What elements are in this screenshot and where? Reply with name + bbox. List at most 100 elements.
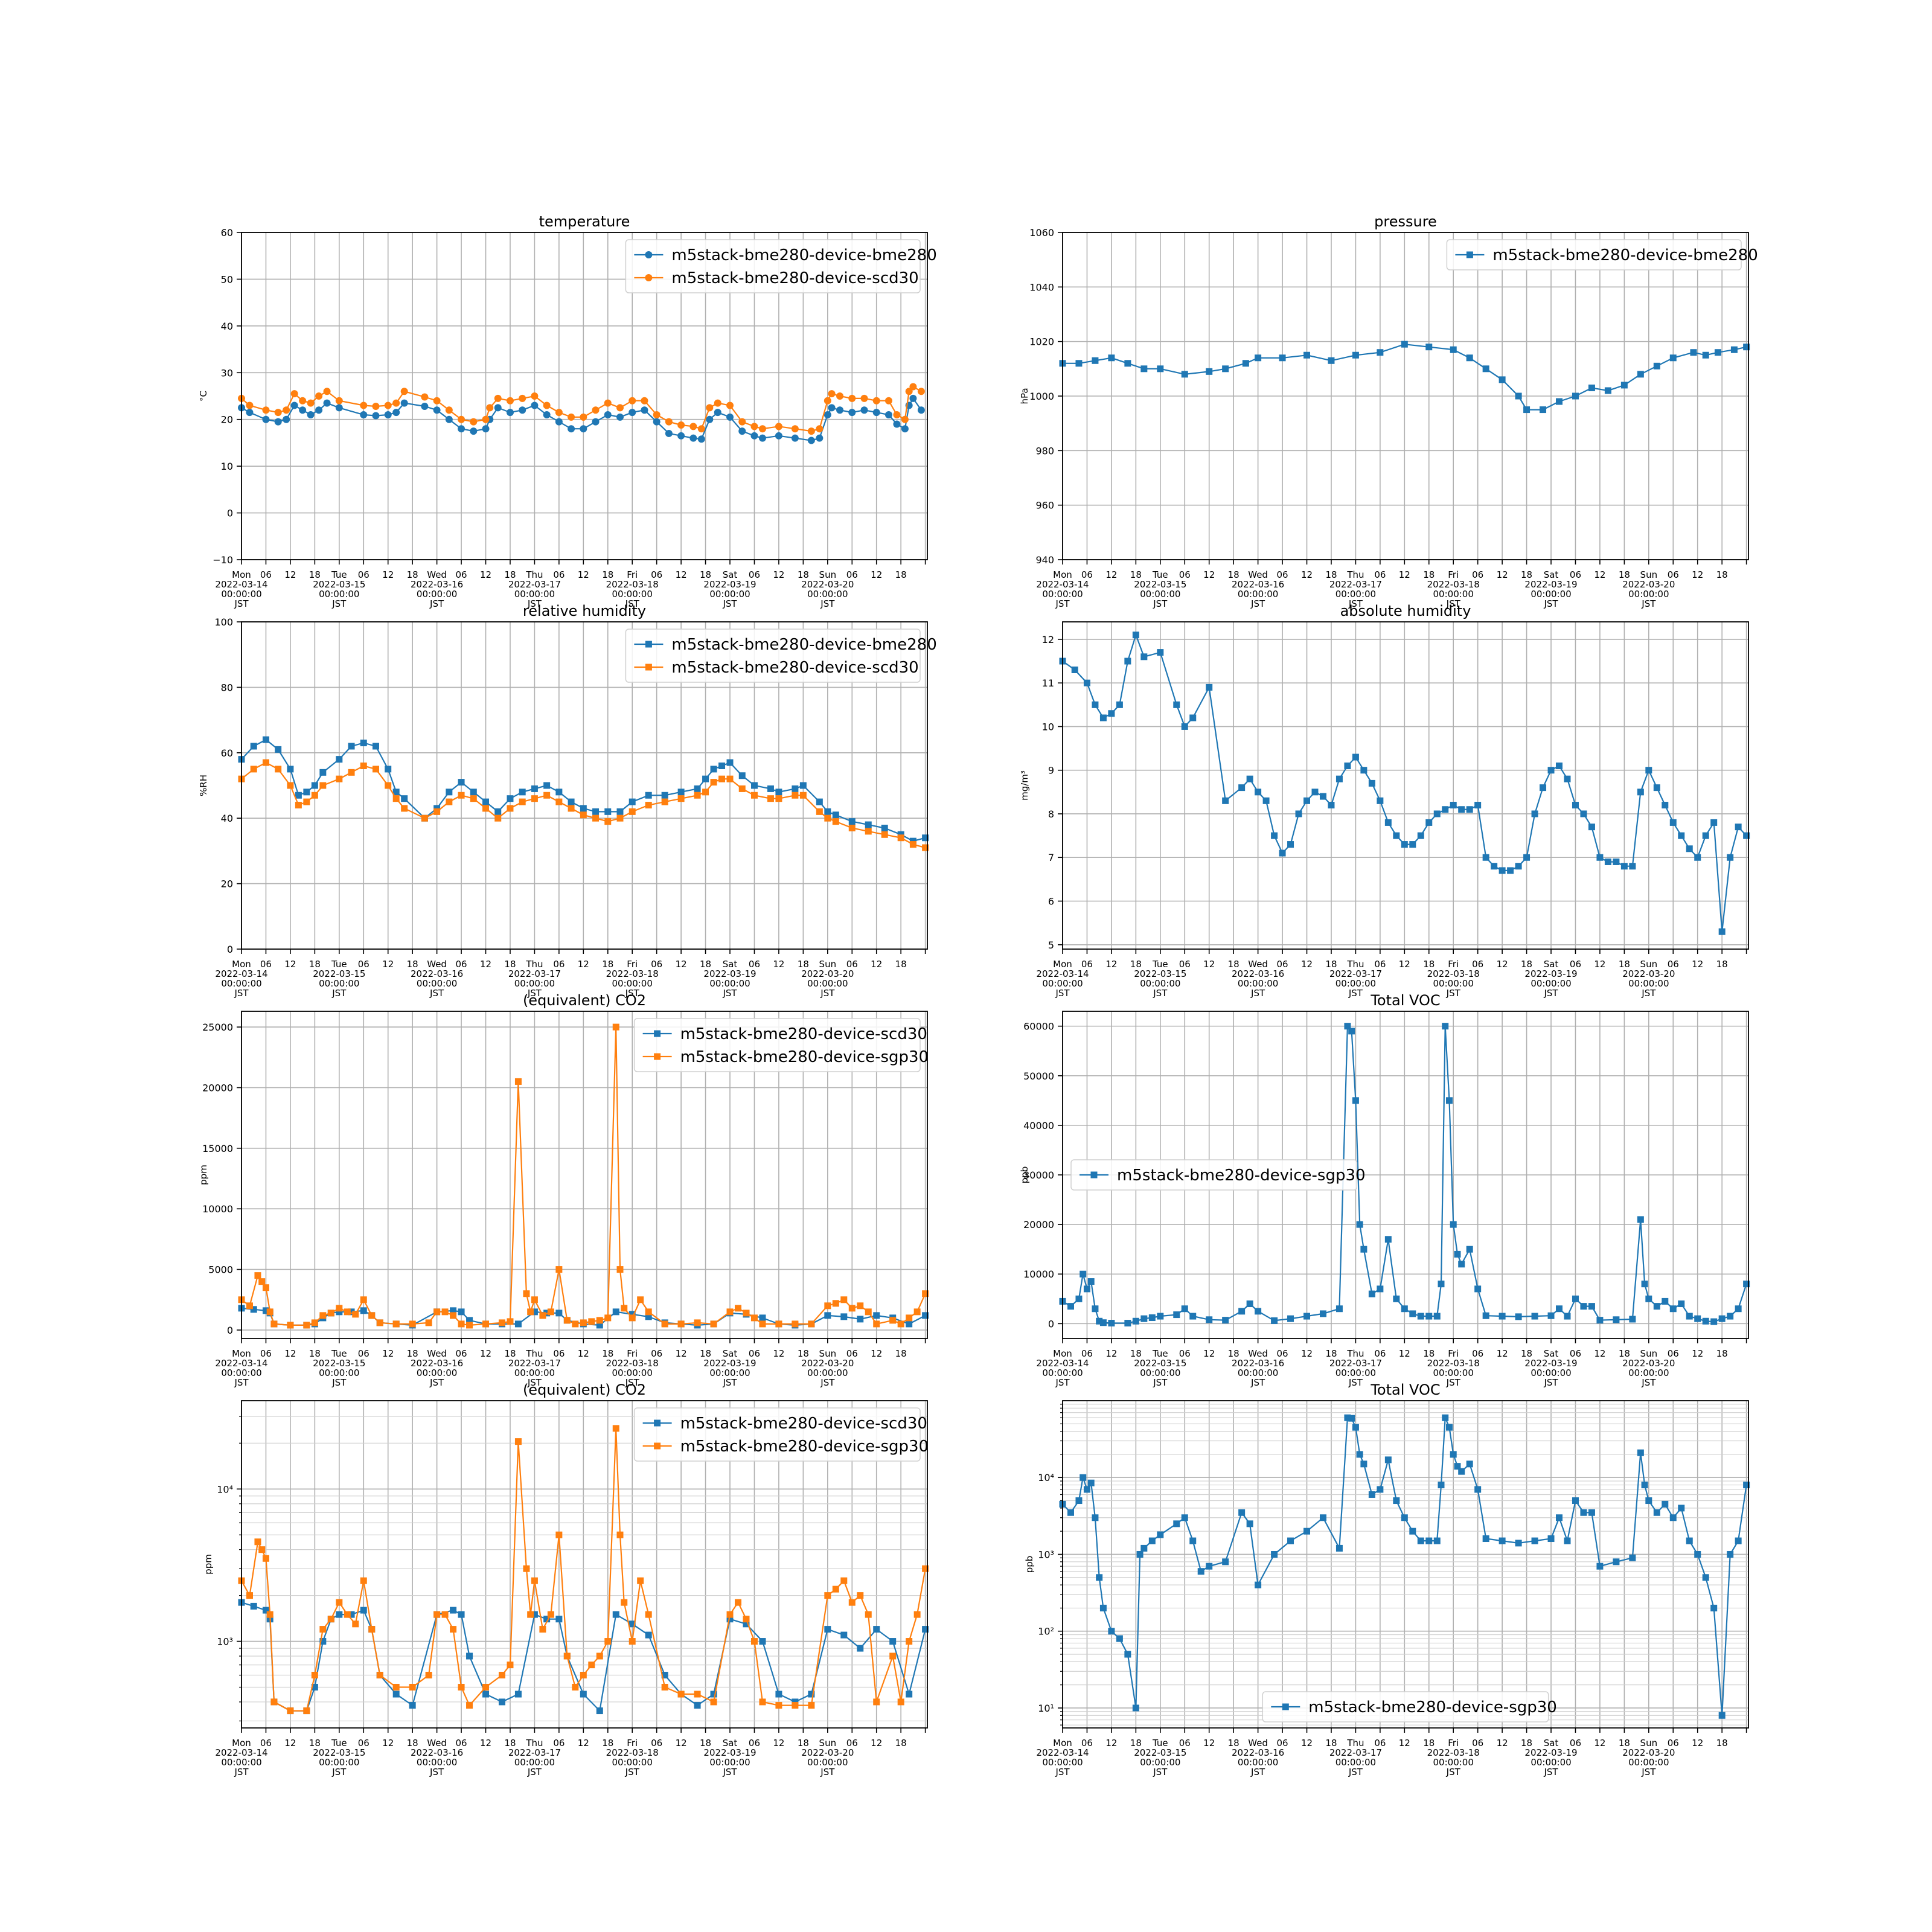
- x-tick-label: 12: [1692, 1348, 1703, 1359]
- x-date-label: JST: [1055, 598, 1070, 609]
- x-tick-label: 18: [1130, 569, 1142, 580]
- data-point: [616, 808, 624, 815]
- data-point: [1523, 406, 1531, 414]
- data-point: [360, 740, 367, 747]
- data-point: [604, 411, 612, 418]
- data-point: [621, 1305, 628, 1312]
- data-point: [750, 782, 758, 789]
- data-point: [1474, 1486, 1482, 1493]
- x-date-label: Thu: [525, 1738, 543, 1748]
- data-point: [303, 788, 310, 796]
- x-tick-label: 18: [1228, 959, 1239, 970]
- x-date-label: 2022-03-20: [801, 968, 854, 979]
- data-point: [836, 392, 844, 400]
- x-tick-label: 06: [1570, 569, 1581, 580]
- data-point: [360, 1296, 367, 1303]
- y-tick-label: 6: [1048, 896, 1054, 907]
- data-point: [889, 1317, 897, 1324]
- data-point: [1531, 810, 1538, 817]
- x-date-label: 2022-03-14: [1036, 1358, 1089, 1369]
- data-point: [450, 1307, 457, 1314]
- data-point: [348, 769, 355, 776]
- data-point: [645, 1308, 652, 1316]
- x-tick-label: 18: [407, 959, 418, 970]
- x-date-label: 2022-03-14: [215, 1747, 267, 1758]
- data-point: [1572, 802, 1579, 809]
- legend-label: m5stack-bme280-device-sgp30: [680, 1438, 929, 1456]
- data-point: [1613, 858, 1620, 865]
- data-point: [458, 1320, 465, 1328]
- data-point: [1352, 1097, 1359, 1104]
- data-point: [604, 818, 612, 825]
- data-point: [1287, 1537, 1294, 1544]
- x-date-label: JST: [625, 598, 640, 609]
- x-date-label: 2022-03-15: [313, 579, 365, 590]
- data-point: [1377, 349, 1384, 356]
- x-tick-label: 12: [871, 959, 882, 970]
- data-point: [1108, 354, 1115, 362]
- data-point: [677, 432, 685, 440]
- legend-box: [633, 1407, 921, 1462]
- data-point: [580, 1672, 587, 1679]
- data-point: [906, 1314, 913, 1322]
- data-point: [498, 1672, 505, 1679]
- x-date-label: 2022-03-18: [606, 579, 659, 590]
- x-date-label: 2022-03-14: [215, 1358, 267, 1369]
- data-point: [262, 1307, 269, 1314]
- x-date-label: 00:00:00: [1042, 978, 1083, 989]
- data-point: [1547, 767, 1555, 774]
- data-point: [563, 1652, 571, 1660]
- x-date-label: 2022-03-19: [1524, 968, 1577, 979]
- data-point: [1425, 1537, 1433, 1544]
- x-tick-label: 12: [480, 959, 491, 970]
- x-tick-label: 12: [1594, 1348, 1605, 1359]
- data-point: [1238, 1509, 1246, 1516]
- data-point: [1246, 1520, 1253, 1527]
- x-date-label: 00:00:00: [1628, 589, 1669, 600]
- x-date-label: Thu: [525, 959, 543, 970]
- x-tick-label: 12: [676, 959, 687, 970]
- data-point: [1124, 1651, 1131, 1658]
- data-point: [1181, 723, 1188, 730]
- x-date-label: JST: [1446, 988, 1461, 999]
- data-point: [1140, 365, 1148, 373]
- x-date-label: JST: [1446, 1377, 1461, 1388]
- data-point: [1515, 863, 1522, 870]
- data-point: [1242, 360, 1249, 367]
- data-point: [555, 1616, 563, 1623]
- x-date-label: 2022-03-17: [1329, 968, 1382, 979]
- data-point: [275, 746, 282, 753]
- x-date-label: Mon: [232, 1348, 251, 1359]
- x-date-label: 00:00:00: [1238, 1757, 1278, 1768]
- x-tick-label: 12: [773, 569, 784, 580]
- data-point: [270, 1320, 278, 1328]
- data-point: [1132, 1317, 1139, 1325]
- data-point: [905, 388, 913, 395]
- x-date-label: 2022-03-16: [1232, 579, 1284, 590]
- data-point: [1743, 1281, 1750, 1288]
- x-date-label: 00:00:00: [1628, 1367, 1669, 1378]
- data-point: [401, 795, 408, 802]
- y-tick-label: 960: [1035, 500, 1054, 511]
- x-tick-label: 06: [1277, 569, 1288, 580]
- data-point: [580, 1690, 587, 1698]
- data-point: [828, 404, 836, 412]
- data-point: [906, 1690, 913, 1698]
- x-tick-label: 06: [456, 1348, 467, 1359]
- x-date-label: Tue: [1152, 1738, 1168, 1748]
- x-tick-label: 18: [1521, 959, 1532, 970]
- data-point: [514, 1320, 522, 1328]
- data-point: [1596, 854, 1604, 861]
- data-point: [832, 811, 839, 819]
- data-point: [1344, 762, 1351, 769]
- x-tick-label: 06: [1374, 569, 1386, 580]
- data-point: [250, 1306, 257, 1313]
- x-tick-label: 06: [1179, 1348, 1191, 1359]
- x-date-label: Mon: [1053, 1348, 1072, 1359]
- data-point: [832, 1300, 839, 1307]
- x-date-label: Fri: [627, 569, 638, 580]
- data-point: [592, 406, 600, 414]
- data-point: [612, 1308, 619, 1316]
- data-point: [792, 785, 799, 792]
- x-date-label: 00:00:00: [612, 1757, 653, 1768]
